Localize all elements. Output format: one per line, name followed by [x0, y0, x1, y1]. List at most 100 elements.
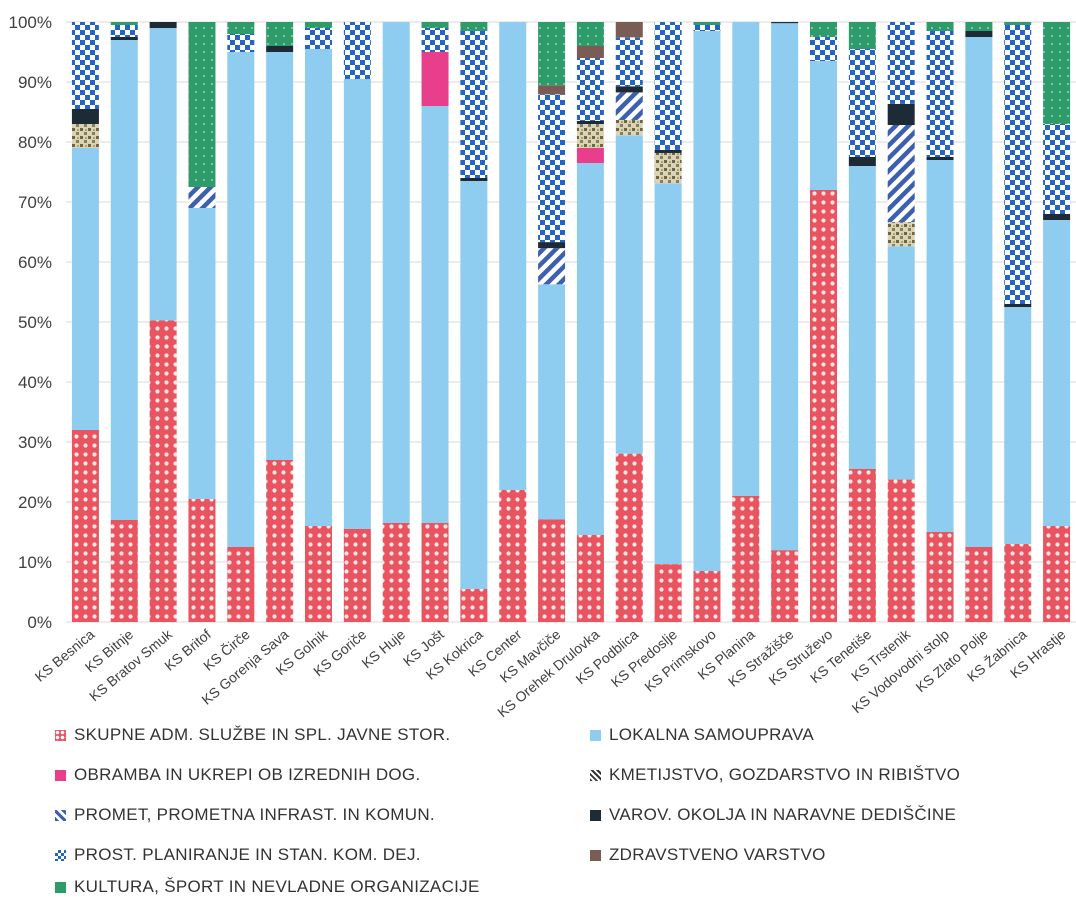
bar-segment [1004, 544, 1032, 622]
bar-segment [499, 22, 527, 490]
y-tick-label: 90% [18, 73, 52, 92]
bar-segment [771, 23, 799, 551]
bar-segment [110, 22, 138, 25]
bar-segment [887, 125, 915, 222]
bar-segment [576, 22, 604, 46]
legend-item: SKUPNE ADM. SLUŽBE IN SPL. JAVNE STOR. [55, 725, 450, 745]
legend-swatch [55, 729, 66, 741]
bar-segment [615, 22, 643, 38]
bar-segment [460, 22, 488, 31]
legend-label: LOKALNA SAMOUPRAVA [609, 725, 815, 744]
bar-segment [965, 37, 993, 547]
legend-swatch [590, 769, 601, 781]
bar-segment [71, 22, 99, 109]
bar-segment [965, 547, 993, 622]
legend-swatch [55, 849, 66, 861]
bar-segment [887, 103, 915, 126]
bar-segment [732, 496, 760, 622]
bar-segment [654, 152, 682, 184]
bar-segment [848, 166, 876, 469]
bar-segment [421, 52, 449, 106]
bar-segment [887, 222, 915, 247]
legend-swatch [590, 849, 601, 861]
bar-segment [654, 564, 682, 622]
bar-segment [149, 22, 177, 29]
bar-segment [1043, 526, 1071, 622]
bar-segment [460, 31, 488, 178]
bar-segment [266, 52, 294, 460]
legend-label: PROMET, PROMETNA INFRAST. IN KOMUN. [74, 805, 435, 824]
bar-segment [266, 22, 294, 46]
y-tick-label: 70% [18, 193, 52, 212]
bar-segment [965, 31, 993, 37]
bar-segment [1043, 22, 1071, 124]
bar-segment [188, 208, 216, 499]
bar-segment [266, 460, 294, 622]
legend-swatch [55, 769, 66, 781]
bar-segment [421, 523, 449, 622]
y-tick-label: 30% [18, 433, 52, 452]
bar-segment [1004, 25, 1032, 304]
legend-item: ZDRAVSTVENO VARSTVO [590, 845, 826, 865]
y-tick-label: 100% [9, 13, 52, 32]
bar-segment [305, 28, 332, 49]
bar-segment [771, 22, 799, 24]
bar-segment [382, 523, 410, 622]
bar-segment [615, 86, 643, 93]
bar-segment [926, 31, 954, 157]
bar-segment [654, 22, 682, 150]
bar-segment [615, 119, 643, 136]
legend-label: KMETIJSTVO, GOZDARSTVO IN RIBIŠTVO [609, 765, 961, 784]
bar-segment [654, 183, 682, 565]
bar-segment [615, 135, 643, 454]
bar-segment [576, 46, 604, 58]
legend-label: KULTURA, ŠPORT IN NEVLADNE ORGANIZACIJE [74, 877, 480, 896]
bar-segment [343, 79, 371, 529]
bar-segment [1043, 220, 1071, 526]
y-tick-label: 40% [18, 373, 52, 392]
bar-segment [576, 163, 604, 535]
bar-segment [538, 242, 566, 249]
legend-item: PROST. PLANIRANJE IN STAN. KOM. DEJ. [55, 845, 421, 865]
legend-item: OBRAMBA IN UKREPI OB IZREDNIH DOG. [55, 765, 420, 785]
bar-segment [1004, 307, 1032, 544]
bar-segment [576, 148, 604, 163]
bar-segment [810, 22, 837, 37]
bar-segment [693, 25, 721, 31]
bar-segment [71, 148, 99, 430]
bar-segment [110, 520, 138, 622]
bar-segment [1043, 214, 1071, 220]
bar-segment [965, 22, 993, 31]
bar-segment [188, 499, 216, 622]
legend: SKUPNE ADM. SLUŽBE IN SPL. JAVNE STOR. LO… [55, 725, 1055, 896]
y-tick-label: 80% [18, 133, 52, 152]
bar-segment [615, 37, 643, 87]
bar-segment [343, 22, 371, 79]
legend-item: KULTURA, ŠPORT IN NEVLADNE ORGANIZACIJE [55, 877, 480, 897]
legend-swatch [55, 809, 66, 821]
bar-segment [71, 430, 99, 622]
bar-segment [926, 157, 954, 160]
bar-segment [576, 124, 604, 148]
bar-segment [810, 61, 837, 190]
legend-item: LOKALNA SAMOUPRAVA [590, 725, 814, 745]
bar-segment [926, 22, 954, 31]
bar-segment [538, 22, 566, 86]
bar-segment [926, 532, 954, 622]
bar-segment [538, 85, 566, 95]
bar-segment [227, 52, 255, 547]
y-tick-label: 50% [18, 313, 52, 332]
bar-segment [615, 453, 643, 622]
y-tick-label: 60% [18, 253, 52, 272]
bar-segment [188, 22, 216, 187]
bar-segment [188, 187, 216, 208]
bar-segment [421, 106, 449, 523]
bar-segment [538, 248, 566, 285]
legend-swatch [590, 729, 601, 741]
bar-segment [499, 490, 527, 622]
bar-segment [421, 28, 449, 52]
bar-segment [576, 535, 604, 622]
bar-segment [110, 40, 138, 520]
